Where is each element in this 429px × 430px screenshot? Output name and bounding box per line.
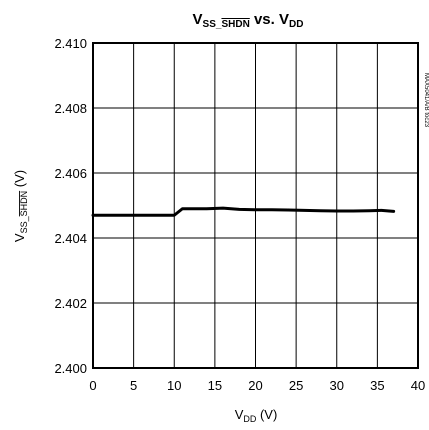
x-tick-label: 0 (89, 378, 96, 393)
y-tick-label: 2.406 (54, 166, 87, 181)
x-tick-label: 25 (289, 378, 303, 393)
x-tick-label: 15 (208, 378, 222, 393)
y-tick-label: 2.410 (54, 36, 87, 51)
y-axis-overbar-text: SHDN (19, 191, 29, 217)
x-tick-labels: 0 5 10 15 20 25 30 35 40 (89, 378, 425, 393)
x-tick-label: 30 (330, 378, 344, 393)
grid-lines (92, 42, 419, 369)
x-tick-label: 40 (411, 378, 425, 393)
y-tick-label: 2.408 (54, 101, 87, 116)
series-line (91, 206, 396, 217)
x-axis-label: VDD (V) (235, 407, 278, 424)
x-tick-label: 20 (248, 378, 262, 393)
x-tick-label: 10 (167, 378, 181, 393)
y-axis-label: VSS_SHDN (V) (12, 170, 29, 242)
x-tick-label: 35 (370, 378, 384, 393)
y-tick-label: 2.404 (54, 231, 87, 246)
chart-title: VSS_SHDN vs. VDD (193, 11, 304, 30)
y-tick-labels: 2.400 2.402 2.404 2.406 2.408 2.410 (54, 36, 87, 376)
plot-frame (92, 42, 419, 369)
figure-code: MAX5041/A/B toc23 (423, 73, 429, 128)
y-tick-label: 2.402 (54, 296, 87, 311)
x-tick-label: 5 (130, 378, 137, 393)
title-overbar-text: SHDN (221, 19, 249, 30)
y-tick-label: 2.400 (54, 361, 87, 376)
